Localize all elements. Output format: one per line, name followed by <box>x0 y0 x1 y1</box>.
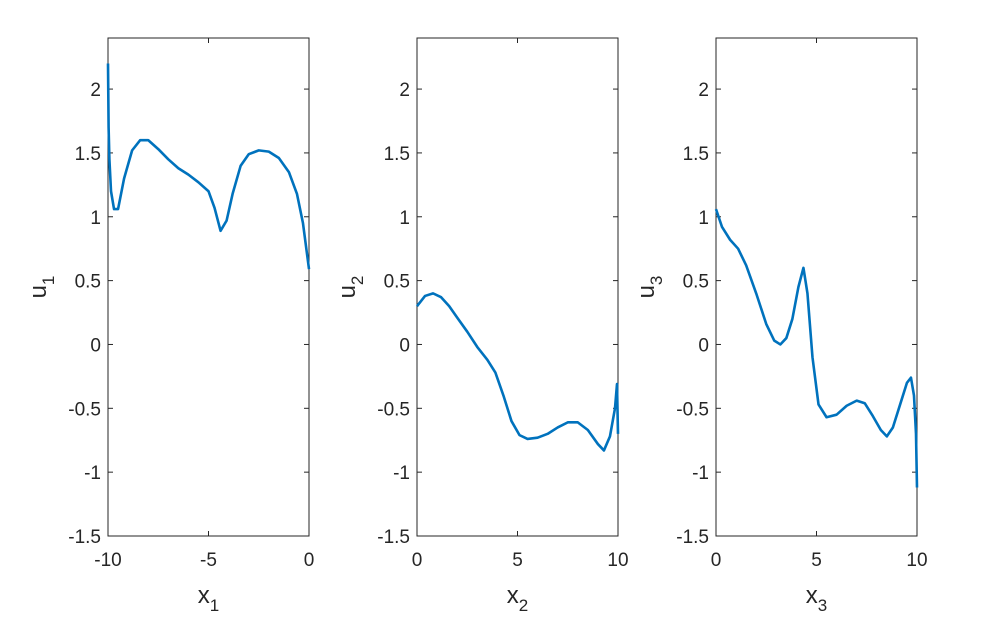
y-tick-label: 1 <box>698 208 709 229</box>
y-axis-label-subscript: 2 <box>348 276 367 285</box>
y-axis-label-base: u <box>25 285 52 298</box>
y-tick-label: 0.5 <box>683 272 709 293</box>
y-tick-label: -1.5 <box>68 527 101 548</box>
y-tick-label: 0.5 <box>384 272 410 293</box>
y-tick-label: -0.5 <box>68 399 101 420</box>
x-axis-label: x1 <box>198 582 219 615</box>
x-axis-label: x3 <box>806 582 827 615</box>
y-tick-label: -1 <box>692 463 709 484</box>
y-axis-label: u3 <box>633 276 666 299</box>
x-tick-label: 0 <box>304 550 315 571</box>
y-tick-label: 1.5 <box>384 144 410 165</box>
y-axis-label-subscript: 1 <box>39 276 58 285</box>
y-axis-label-base: u <box>334 285 361 298</box>
axes-box <box>715 37 918 537</box>
x-axis-label: x2 <box>507 582 528 615</box>
x-tick-label: 0 <box>711 550 722 571</box>
x-axis-label-subscript: 2 <box>519 596 528 615</box>
y-tick-label: 1.5 <box>683 144 709 165</box>
y-tick-label: 0 <box>90 335 101 356</box>
y-axis-label-base: u <box>633 285 660 298</box>
x-tick-label: 0 <box>412 550 423 571</box>
x-tick-label: 10 <box>607 550 628 571</box>
x-tick-label: 5 <box>512 550 523 571</box>
y-tick-label: 2 <box>399 80 410 101</box>
y-tick-label: -0.5 <box>377 399 410 420</box>
y-tick-label: 0 <box>698 335 709 356</box>
y-axis-label: u2 <box>334 276 367 299</box>
y-tick-label: 2 <box>698 80 709 101</box>
data-line <box>714 208 919 488</box>
y-tick-label: 0 <box>399 335 410 356</box>
y-tick-label: -0.5 <box>676 399 709 420</box>
y-tick-label: 1.5 <box>75 144 101 165</box>
y-tick-label: 0.5 <box>75 272 101 293</box>
x-tick-label: -5 <box>200 550 217 571</box>
y-tick-label: 1 <box>90 208 101 229</box>
y-tick-label: 1 <box>399 208 410 229</box>
y-tick-label: -1.5 <box>377 527 410 548</box>
y-tick-label: -1 <box>84 463 101 484</box>
x-axis-label-base: x <box>806 582 818 609</box>
x-axis-label-base: x <box>198 582 210 609</box>
x-tick-label: 5 <box>811 550 822 571</box>
axes-box <box>416 37 619 537</box>
x-tick-label: -10 <box>94 550 121 571</box>
axes-box <box>107 37 310 537</box>
x-axis-label-base: x <box>507 582 519 609</box>
y-axis-label: u1 <box>25 276 58 299</box>
y-tick-label: -1.5 <box>676 527 709 548</box>
x-axis-label-subscript: 1 <box>210 596 219 615</box>
x-tick-label: 10 <box>906 550 927 571</box>
data-line <box>106 63 311 270</box>
data-line <box>415 292 620 452</box>
y-tick-label: -1 <box>393 463 410 484</box>
x-axis-label-subscript: 3 <box>818 596 827 615</box>
y-tick-label: 2 <box>90 80 101 101</box>
y-axis-label-subscript: 3 <box>647 276 666 285</box>
